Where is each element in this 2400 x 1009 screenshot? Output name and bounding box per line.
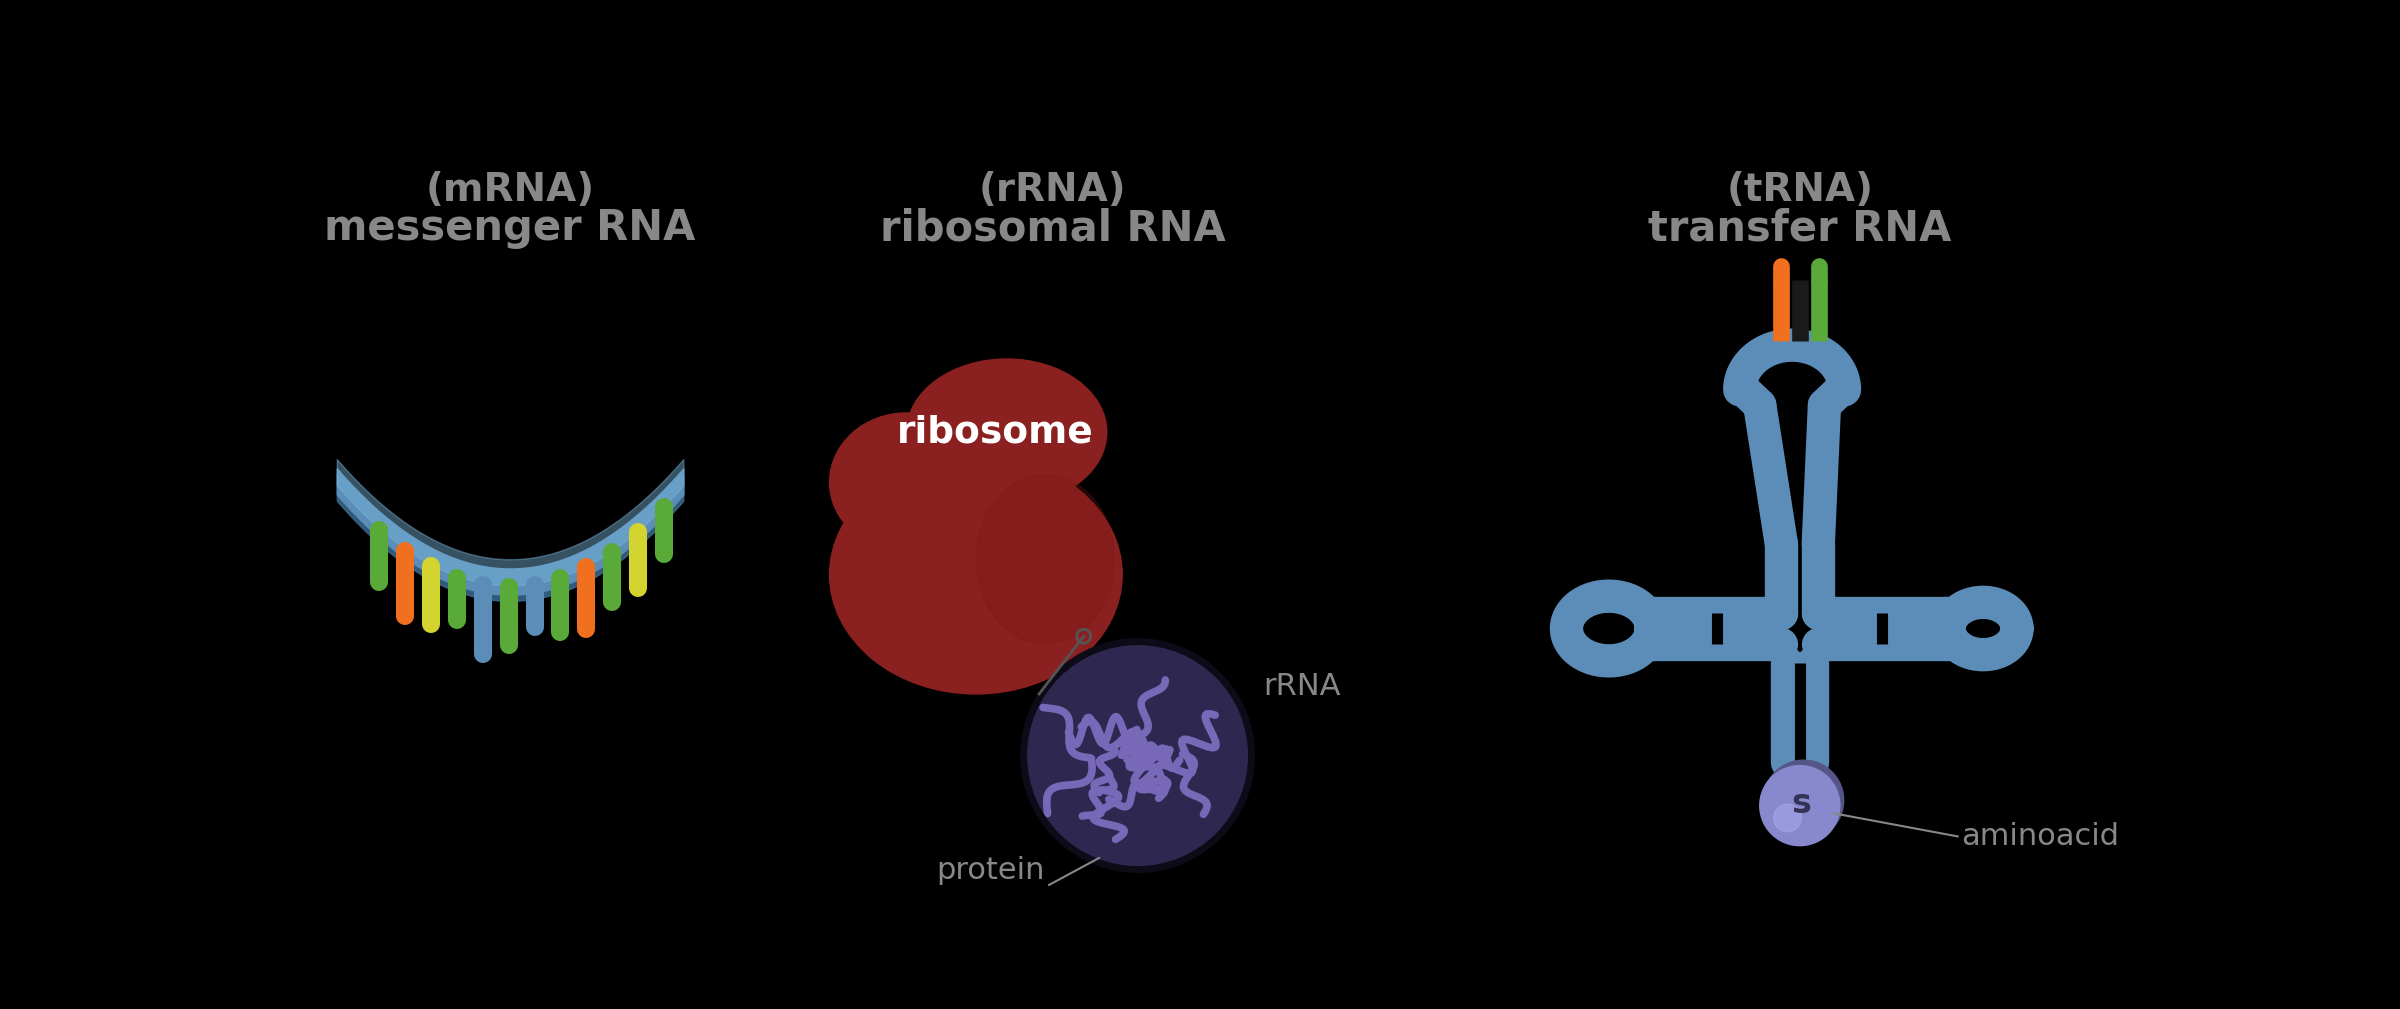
Ellipse shape (830, 413, 984, 552)
Text: ribosome: ribosome (898, 414, 1094, 450)
Circle shape (1764, 760, 1843, 840)
Text: (mRNA): (mRNA) (425, 171, 595, 209)
Text: messenger RNA: messenger RNA (324, 207, 696, 249)
Ellipse shape (830, 455, 1123, 694)
Text: s: s (1790, 787, 1812, 819)
Text: (rRNA): (rRNA) (979, 171, 1126, 209)
Circle shape (1774, 804, 1802, 831)
Text: ribosomal RNA: ribosomal RNA (881, 207, 1226, 249)
Text: protein: protein (936, 856, 1046, 885)
Text: transfer RNA: transfer RNA (1649, 207, 1951, 249)
Text: rRNA: rRNA (1262, 672, 1342, 701)
Text: (tRNA): (tRNA) (1726, 171, 1874, 209)
Circle shape (1759, 766, 1841, 846)
Text: aminoacid: aminoacid (1961, 822, 2119, 851)
Ellipse shape (977, 474, 1114, 644)
Circle shape (1025, 642, 1250, 870)
Ellipse shape (907, 359, 1106, 506)
Circle shape (1025, 642, 1250, 870)
